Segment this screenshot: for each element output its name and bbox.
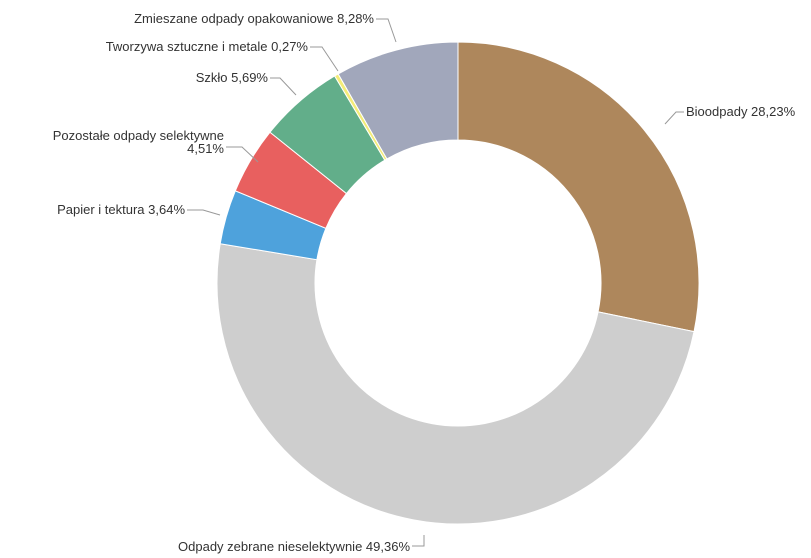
slice-bioodpady[interactable] [457,41,700,333]
slice-label: Szkło 5,69% [196,70,269,85]
slice-label: Papier i tektura 3,64% [57,202,185,217]
slice-labels-group: Bioodpady 28,23% Odpady zebrane nieselekt… [53,11,796,554]
slice-label: Tworzywa sztuczne i metale 0,27% [106,39,309,54]
slice-label: Bioodpady 28,23% [686,104,796,119]
leader-line [412,535,425,547]
slice-label: Pozostałe odpady selektywne 4,51% [53,128,225,156]
slice-label: Zmieszane odpady opakowaniowe 8,28% [134,11,374,26]
leader-line [187,209,221,216]
slice-label: Odpady zebrane nieselektywnie 49,36% [178,539,410,554]
leader-line [376,18,397,43]
leader-line [310,46,339,72]
slice-zmieszane-odpady-opakowaniowe[interactable] [337,41,459,160]
leader-line [270,77,297,96]
leader-line [664,111,684,125]
leader-lines-group [187,18,684,547]
slice-odpady-zebrane-nieselektywnie[interactable] [216,243,695,525]
slices-group [216,41,700,525]
leader-line [226,146,259,163]
